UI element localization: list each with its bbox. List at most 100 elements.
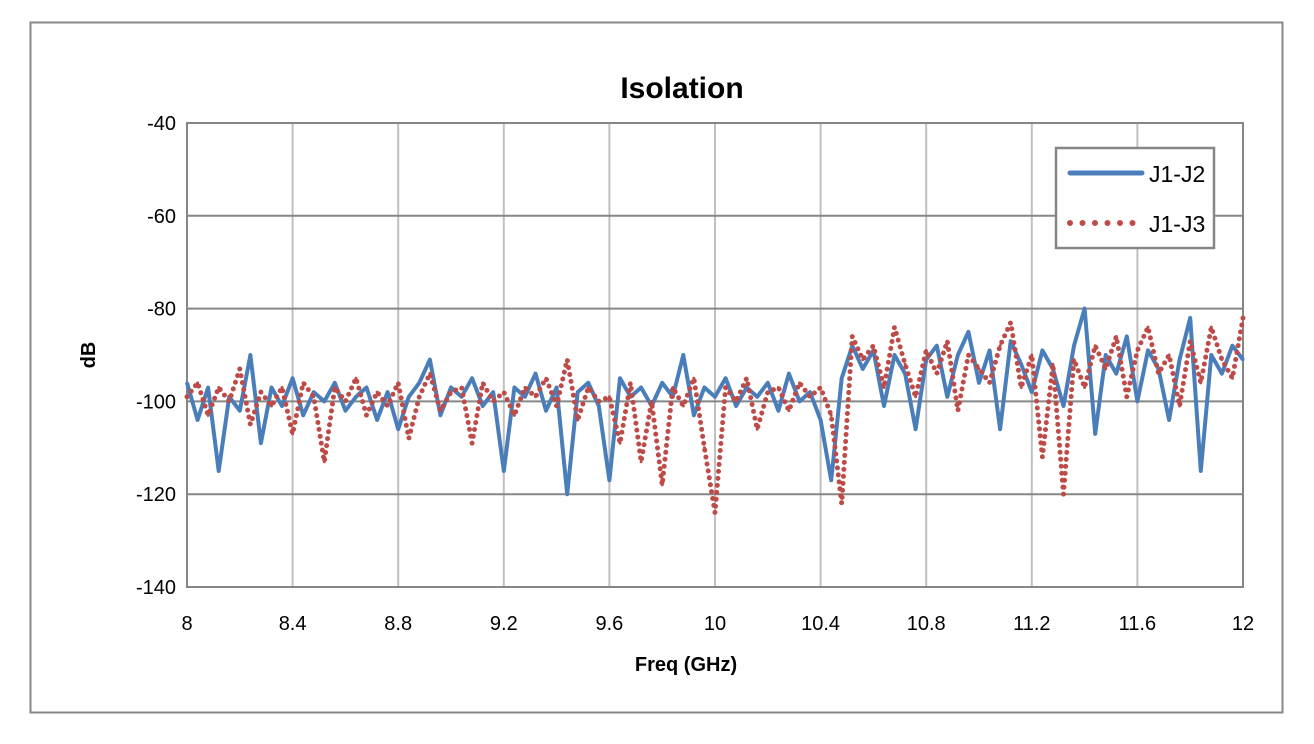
chart-border [29,21,1284,714]
data-point-j1-j2 [1178,358,1182,362]
series-group [184,306,1246,516]
data-point-j1-j3 [650,399,654,403]
data-point-j1-j3 [1104,367,1108,371]
data-point-j1-j2 [417,381,421,385]
data-point-j1-j3 [607,395,611,399]
data-point-j1-j2 [945,395,949,399]
data-point-j1-j3 [322,460,326,464]
data-point-j1-j2 [1072,344,1076,348]
data-point-j1-j2 [998,427,1002,431]
data-point-j1-j3 [988,381,992,385]
data-point-j1-j2 [1114,372,1118,376]
x-tick-label: 8 [181,613,192,635]
data-point-j1-j3 [196,381,200,385]
data-point-j1-j3 [301,381,305,385]
data-point-j1-j2 [966,330,970,334]
data-point-j1-j2 [1220,372,1224,376]
data-point-j1-j3 [523,385,527,389]
data-point-j1-j3 [808,395,812,399]
data-point-j1-j2 [333,381,337,385]
data-point-j1-j3 [745,376,749,380]
data-point-j1-j2 [734,404,738,408]
data-point-j1-j2 [1040,348,1044,352]
data-point-j1-j2 [808,390,812,394]
y-tick-label: -120 [136,484,176,506]
data-point-j1-j3 [766,390,770,394]
data-point-j1-j2 [586,381,590,385]
x-tick-label: 8.8 [384,613,412,635]
data-point-j1-j3 [1061,492,1065,496]
data-point-j1-j2 [660,381,664,385]
data-point-j1-j2 [1230,344,1234,348]
data-point-j1-j3 [1199,381,1203,385]
data-point-j1-j3 [343,399,347,403]
legend-label-j1-j3: J1-J3 [1149,211,1205,237]
data-point-j1-j2 [1061,404,1065,408]
y-axis-label: dB [78,342,100,369]
data-point-j1-j3 [966,353,970,357]
data-point-j1-j2 [977,381,981,385]
data-point-j1-j2 [713,395,717,399]
data-point-j1-j2 [882,404,886,408]
data-point-j1-j3 [512,413,516,417]
data-point-j1-j2 [724,376,728,380]
data-point-j1-j2 [206,385,210,389]
data-point-j1-j3 [977,367,981,371]
data-point-j1-j3 [935,372,939,376]
data-point-j1-j3 [629,381,633,385]
data-point-j1-j3 [269,404,273,408]
data-point-j1-j2 [322,399,326,403]
data-point-j1-j2 [343,409,347,413]
data-point-j1-j2 [797,399,801,403]
data-point-j1-j3 [1230,376,1234,380]
data-point-j1-j3 [481,381,485,385]
data-point-j1-j2 [1104,353,1108,357]
data-point-j1-j3 [312,395,316,399]
data-point-j1-j3 [671,385,675,389]
data-point-j1-j3 [840,501,844,505]
data-point-j1-j3 [692,376,696,380]
y-tick-label: -140 [136,577,176,599]
data-point-j1-j2 [745,385,749,389]
legend-label-j1-j2: J1-J2 [1149,161,1205,187]
data-point-j1-j2 [259,441,263,445]
data-point-j1-j3 [734,399,738,403]
data-point-j1-j3 [924,348,928,352]
data-point-j1-j2 [576,390,580,394]
data-point-j1-j3 [1072,358,1076,362]
data-point-j1-j3 [998,344,1002,348]
data-point-j1-j3 [1241,316,1245,320]
x-tick-label: 10 [704,613,726,635]
data-point-j1-j2 [639,385,643,389]
data-point-j1-j2 [766,381,770,385]
data-point-j1-j3 [724,385,728,389]
data-point-j1-j2 [787,372,791,376]
data-point-j1-j3 [819,385,823,389]
data-point-j1-j3 [555,404,559,408]
data-point-j1-j3 [1188,339,1192,343]
data-point-j1-j2 [248,353,252,357]
data-point-j1-j2 [365,385,369,389]
data-point-j1-j3 [1114,334,1118,338]
data-point-j1-j2 [544,409,548,413]
data-point-j1-j2 [301,413,305,417]
data-point-j1-j2 [438,413,442,417]
data-point-j1-j3 [797,381,801,385]
data-point-j1-j2 [1199,469,1203,473]
data-point-j1-j2 [1146,348,1150,352]
data-point-j1-j3 [1083,385,1087,389]
data-point-j1-j2 [861,367,865,371]
data-point-j1-j3 [660,483,664,487]
data-point-j1-j2 [354,395,358,399]
data-point-j1-j3 [861,358,865,362]
data-point-j1-j2 [935,344,939,348]
data-point-j1-j3 [713,511,717,515]
data-point-j1-j3 [755,427,759,431]
data-point-j1-j2 [512,385,516,389]
plot-area-border [186,122,1244,588]
data-point-j1-j2 [502,469,506,473]
data-point-j1-j3 [882,385,886,389]
data-point-j1-j2 [819,418,823,422]
data-point-j1-j3 [248,423,252,427]
data-point-j1-j3 [206,413,210,417]
